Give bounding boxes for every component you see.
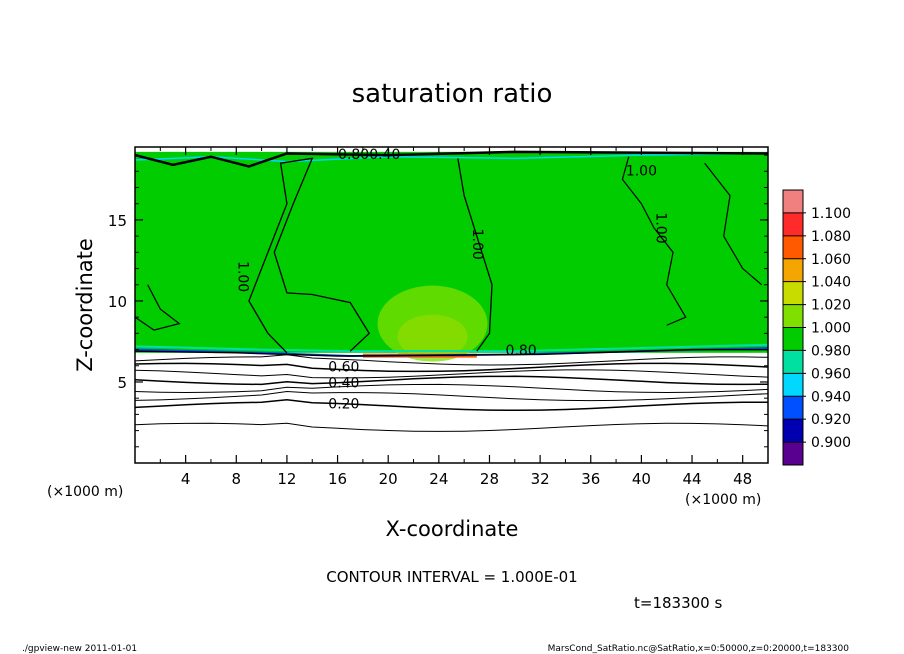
- x-tick-label: 12: [277, 470, 296, 488]
- colorbar-swatch: [783, 396, 803, 420]
- contour-line: [135, 422, 768, 432]
- colorbar: 1.100 1.080 1.060 1.040 1.020 1.000 0.980 0.960…: [782, 189, 851, 466]
- x-tick-label: 48: [733, 470, 752, 488]
- contour-label: 1.00: [469, 229, 485, 260]
- colorbar-label: 0.920: [811, 412, 851, 428]
- colorbar-label: 0.940: [811, 389, 851, 405]
- time-text: t=183300 s: [634, 594, 722, 612]
- contour-label: 1.00: [652, 212, 668, 243]
- contour-line: [135, 390, 768, 402]
- plot-area: 1.00 1.00 1.00 1.00 0.600.40 0.20 0.80 0.800.40: [135, 147, 768, 463]
- y-tick-label: 15: [108, 212, 127, 230]
- x-tick-label: 28: [480, 470, 499, 488]
- colorbar-swatch: [783, 235, 803, 260]
- colorbar-label: 0.900: [811, 435, 851, 451]
- colorbar-label: 1.100: [811, 206, 851, 222]
- colorbar-label: 1.040: [811, 275, 851, 291]
- contour-line: [135, 348, 768, 357]
- contour-label: 0.60: [328, 359, 359, 375]
- contour-label: 0.40: [328, 376, 359, 392]
- contour-line: [135, 284, 181, 331]
- colorbar-swatch: [783, 258, 803, 283]
- x-tick-label: 32: [531, 470, 550, 488]
- colorbar-swatch: [783, 281, 803, 306]
- contour-line: [248, 157, 371, 354]
- y-tick-label: 10: [108, 293, 127, 311]
- contour-line: [457, 158, 493, 352]
- contour-label: 0.20: [328, 397, 359, 413]
- contour-label: 1.00: [235, 261, 251, 292]
- colorbar-label: 1.000: [811, 321, 851, 337]
- contour-label: 0.80: [506, 343, 537, 359]
- x-tick-label: 16: [328, 470, 347, 488]
- contour-line: [135, 150, 768, 168]
- x-tick-label: 4: [181, 470, 191, 488]
- colorbar-swatch: [783, 304, 803, 328]
- contour-line: [135, 369, 768, 379]
- chart-title: saturation ratio: [352, 79, 553, 109]
- x-tick-label: 44: [682, 470, 701, 488]
- x-tick-label: 36: [581, 470, 600, 488]
- colorbar-label: 0.980: [811, 343, 851, 359]
- contour-line: [135, 375, 768, 386]
- field-cyan-edge: [135, 343, 768, 353]
- colorbar-swatch: [783, 212, 803, 237]
- colorbar-swatch: [783, 190, 803, 214]
- field-supersaturated-blob: [377, 285, 488, 362]
- x-unit-right: (×1000 m): [685, 492, 761, 508]
- colorbar-swatch: [783, 350, 803, 374]
- colorbar-swatch: [783, 419, 803, 443]
- colorbar-label: 1.060: [811, 252, 851, 268]
- contour-label: 1.00: [626, 163, 657, 179]
- footer-left: ./gpview-new 2011-01-01: [22, 644, 137, 654]
- x-tick-label: 24: [429, 470, 448, 488]
- contour-line: [704, 162, 763, 286]
- contour-line: [135, 362, 768, 373]
- y-axis-label: Z-coordinate: [73, 238, 97, 372]
- y-tick-label: 5: [117, 374, 127, 392]
- colorbar-label: 1.080: [811, 229, 851, 245]
- contour-line: [135, 399, 768, 412]
- colorbar-swatch: [783, 327, 803, 351]
- footer-right: MarsCond_SatRatio.nc@SatRatio,x=0:50000,…: [548, 644, 850, 654]
- x-tick-label: 40: [632, 470, 651, 488]
- contour-line: [135, 354, 768, 366]
- field-supersaturated-core: [397, 314, 468, 359]
- contour-line: [621, 156, 687, 326]
- colorbar-swatch: [783, 442, 803, 466]
- contour-label: 0.800.40: [338, 147, 400, 163]
- colorbar-label: 1.020: [811, 298, 851, 314]
- colorbar-label: 0.960: [811, 366, 851, 382]
- x-tick-label: 20: [379, 470, 398, 488]
- colorbar-swatch: [783, 373, 803, 397]
- x-tick-label: 8: [232, 470, 242, 488]
- x-unit-left: (×1000 m): [47, 484, 123, 500]
- contour-line: [135, 383, 768, 394]
- plot-frame: [134, 146, 769, 464]
- x-axis-label: X-coordinate: [386, 517, 519, 541]
- contour-interval-text: CONTOUR INTERVAL = 1.000E-01: [326, 568, 577, 586]
